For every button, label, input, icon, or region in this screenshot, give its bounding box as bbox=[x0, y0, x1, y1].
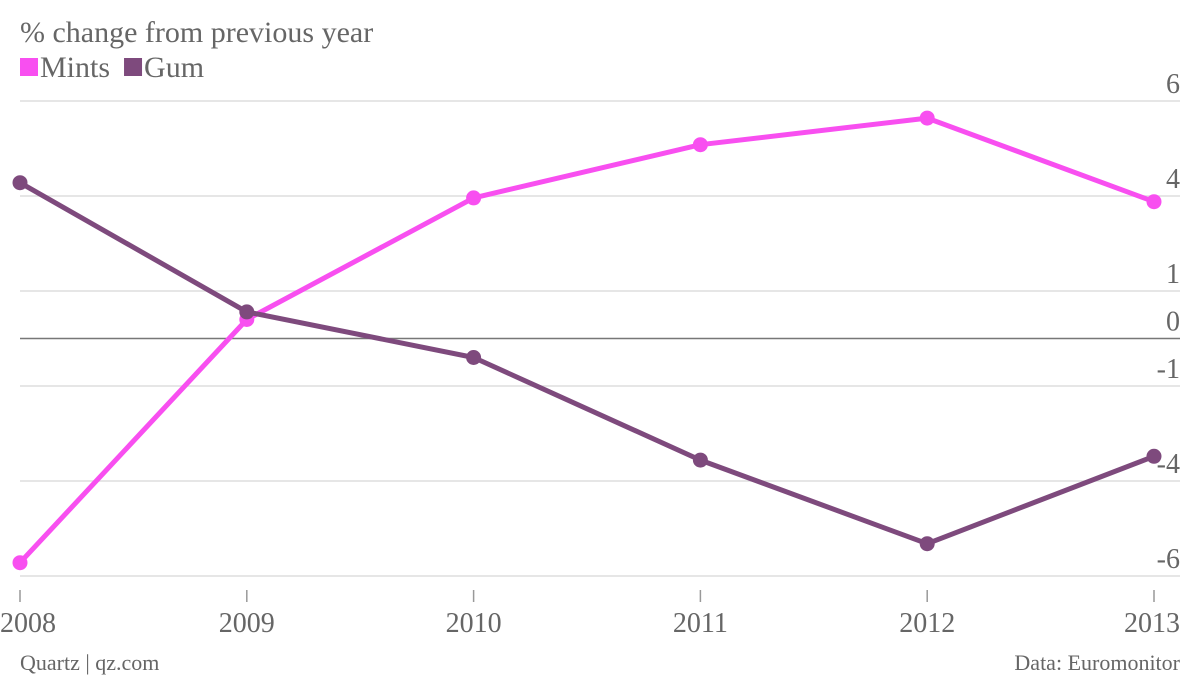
data-point bbox=[12, 175, 28, 191]
data-point bbox=[466, 190, 482, 206]
x-tick-label: 2009 bbox=[219, 608, 275, 639]
source: Data: Euromonitor bbox=[1014, 650, 1180, 675]
data-point bbox=[239, 304, 255, 320]
legend-swatch bbox=[124, 58, 143, 76]
x-tick-label: 2012 bbox=[899, 608, 955, 639]
data-point bbox=[692, 452, 708, 468]
chart-title: % change from previous year bbox=[20, 16, 373, 49]
legend-label: Gum bbox=[144, 51, 204, 84]
x-tick-label: 2013 bbox=[1124, 608, 1180, 639]
y-tick-label: 4 bbox=[1166, 164, 1180, 195]
y-tick-label: 0 bbox=[1166, 307, 1180, 338]
legend-label: Mints bbox=[40, 51, 110, 84]
y-tick-label: -4 bbox=[1157, 449, 1180, 480]
data-point bbox=[1146, 448, 1162, 464]
legend-swatch bbox=[20, 58, 38, 76]
y-tick-label: -6 bbox=[1157, 544, 1180, 575]
data-point bbox=[12, 555, 28, 571]
x-tick-label: 2011 bbox=[673, 608, 728, 639]
y-tick-label: 1 bbox=[1166, 259, 1180, 290]
series-line bbox=[18, 180, 1155, 547]
x-tick-label: 2010 bbox=[446, 608, 502, 639]
data-point bbox=[692, 137, 708, 153]
data-point bbox=[1146, 194, 1162, 210]
series-line bbox=[18, 115, 1155, 565]
x-tick-label: 2008 bbox=[0, 608, 56, 639]
y-tick-label: 6 bbox=[1166, 69, 1180, 100]
data-point bbox=[919, 110, 935, 126]
data-point bbox=[919, 536, 935, 552]
y-tick-label: -1 bbox=[1157, 354, 1180, 385]
credit: Quartz | qz.com bbox=[20, 650, 159, 675]
data-point bbox=[466, 350, 482, 365]
